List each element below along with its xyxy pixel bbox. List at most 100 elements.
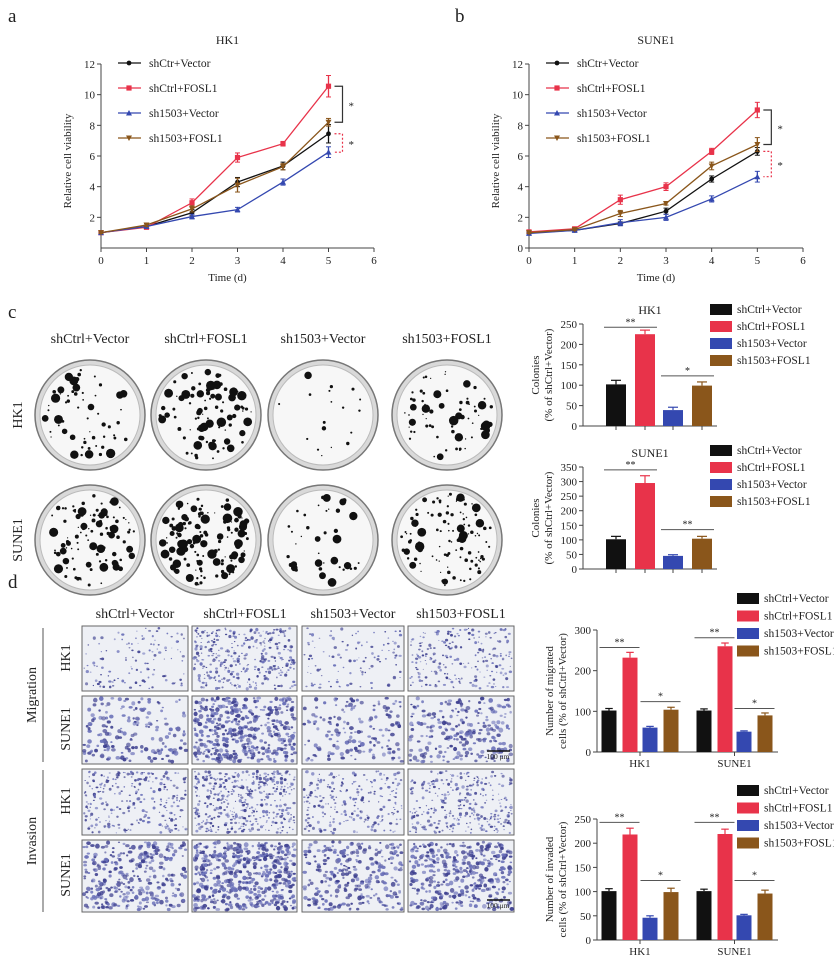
cell: [176, 799, 178, 802]
cell: [84, 779, 86, 782]
cell: [455, 738, 459, 741]
cell: [104, 898, 108, 901]
cell: [479, 826, 483, 830]
cell: [443, 796, 447, 800]
cell: [303, 744, 307, 746]
cell: [94, 884, 98, 888]
cell: [195, 829, 199, 833]
cell: [345, 859, 350, 863]
colony: [209, 397, 212, 400]
cell: [500, 810, 502, 813]
cell: [136, 717, 140, 721]
cell: [163, 717, 167, 720]
cell: [268, 646, 272, 649]
cell: [240, 729, 244, 733]
cell: [138, 782, 142, 786]
cell: [278, 808, 281, 811]
cell: [507, 727, 511, 730]
colony: [207, 512, 209, 514]
cell: [341, 708, 345, 712]
cell: [438, 750, 443, 755]
cell: [144, 627, 147, 629]
cell: [160, 800, 162, 802]
cell: [232, 807, 235, 809]
cell: [288, 889, 293, 894]
cell: [495, 827, 498, 831]
cell: [288, 743, 292, 746]
cell: [210, 792, 213, 795]
colony: [71, 390, 75, 394]
cell: [408, 735, 412, 739]
cell: [128, 672, 131, 675]
colony: [470, 530, 474, 535]
cell: [158, 853, 164, 859]
cell: [156, 700, 160, 704]
cell: [264, 652, 268, 656]
cell: [197, 816, 200, 818]
cell: [244, 639, 247, 642]
cell: [319, 806, 322, 809]
colony: [115, 519, 119, 524]
cell: [221, 794, 223, 797]
cell: [459, 798, 464, 801]
cell: [220, 724, 226, 729]
cell: [196, 789, 199, 791]
cell: [303, 827, 307, 831]
cell: [266, 729, 272, 733]
cell: [179, 893, 182, 897]
cell: [393, 641, 397, 645]
cell: [475, 738, 481, 741]
cell: [195, 794, 198, 797]
cell: [500, 772, 503, 775]
cell: [360, 644, 363, 647]
colony: [317, 552, 320, 555]
cell: [170, 812, 173, 814]
colony: [462, 513, 464, 515]
cell: [202, 852, 205, 855]
cell: [316, 820, 320, 824]
cell: [444, 878, 448, 882]
cell: [422, 843, 425, 846]
cell: [159, 798, 163, 801]
cell: [359, 686, 362, 688]
cell: [488, 653, 491, 655]
cell: [214, 793, 216, 796]
cell: [83, 860, 88, 864]
cell: [110, 696, 115, 700]
cell: [103, 749, 107, 752]
colony: [51, 514, 54, 517]
colony: [61, 428, 68, 435]
cell: [377, 869, 380, 872]
cell: [221, 882, 225, 885]
cell: [143, 777, 148, 782]
transwell-image: [301, 768, 405, 836]
cell: [248, 646, 250, 648]
cell: [478, 823, 480, 825]
cell: [206, 634, 209, 638]
cell: [488, 682, 491, 685]
cell: [308, 824, 312, 828]
cell: [383, 904, 387, 907]
cell: [273, 776, 276, 779]
cell: [345, 819, 348, 822]
colony: [333, 535, 337, 539]
colony: [488, 526, 492, 530]
cell: [474, 684, 478, 688]
cell: [222, 661, 226, 663]
cell: [342, 876, 345, 880]
cell: [237, 843, 242, 848]
cell: [286, 850, 292, 856]
cell: [215, 656, 218, 659]
cell: [235, 722, 238, 726]
cell: [421, 907, 425, 911]
cell: [161, 825, 164, 827]
cell: [508, 670, 513, 674]
cell: [362, 902, 365, 904]
cell: [376, 816, 379, 819]
cell: [119, 895, 122, 898]
cell: [158, 737, 163, 742]
cell: [272, 631, 275, 633]
cell: [474, 665, 477, 668]
cell: [327, 757, 331, 761]
cell: [91, 788, 94, 790]
